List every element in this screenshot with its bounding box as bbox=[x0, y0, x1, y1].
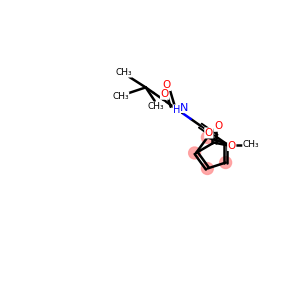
Text: CH₃: CH₃ bbox=[115, 68, 132, 77]
Text: N: N bbox=[180, 103, 189, 112]
Circle shape bbox=[201, 131, 213, 143]
Text: CH₃: CH₃ bbox=[243, 140, 260, 149]
Text: O: O bbox=[160, 89, 169, 99]
Text: O: O bbox=[163, 80, 171, 90]
Circle shape bbox=[201, 163, 213, 175]
Circle shape bbox=[189, 147, 200, 159]
Text: O: O bbox=[214, 121, 223, 131]
Text: CH₃: CH₃ bbox=[148, 102, 164, 111]
Circle shape bbox=[220, 157, 232, 169]
Text: H: H bbox=[173, 105, 181, 115]
Text: CH₃: CH₃ bbox=[112, 92, 129, 101]
Text: O: O bbox=[205, 128, 213, 138]
Text: O: O bbox=[228, 140, 236, 151]
